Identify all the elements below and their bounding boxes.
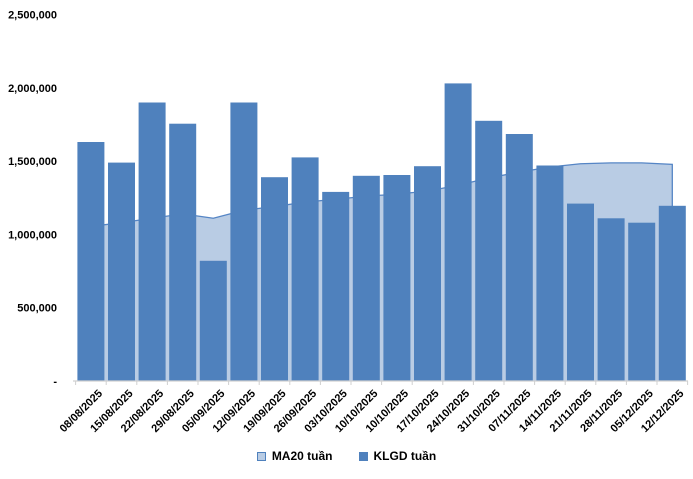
klgd-bar xyxy=(291,157,319,381)
klgd-bar xyxy=(597,218,625,381)
klgd-bar xyxy=(475,120,503,382)
klgd-bar xyxy=(383,175,411,381)
legend-label-klgd: KLGD tuần xyxy=(373,449,437,463)
legend-label-ma20: MA20 tuần xyxy=(271,449,333,463)
y-axis-label: 1,000,000 xyxy=(8,229,57,241)
klgd-bar xyxy=(505,134,533,381)
klgd-bar xyxy=(628,222,656,381)
klgd-bar xyxy=(138,102,166,381)
klgd-bar xyxy=(414,166,441,381)
klgd-bar xyxy=(322,191,350,381)
klgd-bar xyxy=(261,177,288,381)
klgd-bar xyxy=(536,165,564,381)
klgd-bar xyxy=(658,205,686,381)
klgd-bar xyxy=(108,162,135,381)
y-axis-label: 2,000,000 xyxy=(8,83,57,95)
chart-legend: MA20 tuần KLGD tuần xyxy=(0,449,693,463)
klgd-bar xyxy=(169,123,197,381)
ma20-swatch-icon xyxy=(256,451,266,461)
klgd-bar xyxy=(567,203,594,381)
klgd-bar xyxy=(199,260,227,381)
y-axis-label: 500,000 xyxy=(17,303,57,315)
klgd-bar xyxy=(444,83,472,382)
y-axis-label: - xyxy=(53,376,57,388)
klgd-swatch-icon xyxy=(358,451,368,461)
legend-item-klgd: KLGD tuần xyxy=(358,449,437,463)
klgd-bar xyxy=(352,175,380,381)
y-axis-label: 1,500,000 xyxy=(8,156,57,168)
legend-item-ma20: MA20 tuần xyxy=(256,449,333,463)
klgd-bar xyxy=(77,142,105,381)
klgd-bar xyxy=(230,102,258,381)
y-axis-label: 2,500,000 xyxy=(8,10,57,22)
